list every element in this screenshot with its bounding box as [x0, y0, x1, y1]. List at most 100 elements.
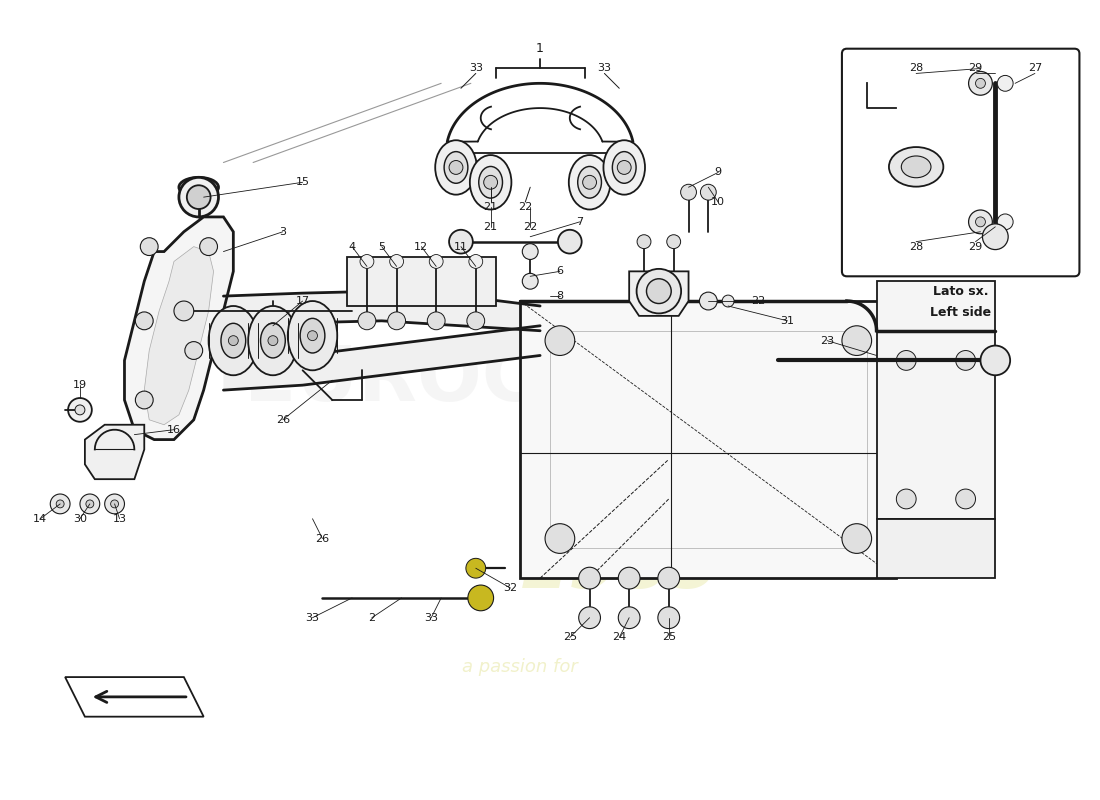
Text: 12: 12	[415, 242, 428, 252]
Text: 25: 25	[662, 633, 675, 642]
Circle shape	[111, 500, 119, 508]
Circle shape	[583, 175, 596, 190]
Circle shape	[187, 186, 210, 209]
Text: 4: 4	[349, 242, 355, 252]
Circle shape	[389, 254, 404, 268]
Circle shape	[135, 391, 153, 409]
Circle shape	[579, 607, 601, 629]
Text: 22: 22	[524, 222, 537, 232]
Bar	[550, 330, 867, 549]
Text: 21: 21	[484, 222, 497, 232]
Circle shape	[980, 346, 1010, 375]
Circle shape	[618, 607, 640, 629]
Circle shape	[185, 342, 202, 359]
Text: 29: 29	[968, 242, 982, 252]
Ellipse shape	[647, 278, 671, 303]
Circle shape	[681, 184, 696, 200]
Circle shape	[200, 238, 218, 255]
Text: 26: 26	[316, 534, 330, 543]
Text: 22: 22	[518, 202, 532, 212]
Circle shape	[579, 567, 601, 589]
Ellipse shape	[444, 152, 468, 183]
Ellipse shape	[261, 323, 285, 358]
Ellipse shape	[478, 166, 503, 198]
Circle shape	[466, 558, 486, 578]
Text: 1985: 1985	[519, 534, 719, 602]
Circle shape	[701, 184, 716, 200]
Text: Left side: Left side	[931, 306, 991, 319]
Text: 2: 2	[368, 613, 375, 622]
Circle shape	[80, 494, 100, 514]
Text: 15: 15	[296, 178, 309, 187]
Circle shape	[522, 274, 538, 289]
Circle shape	[229, 336, 239, 346]
Circle shape	[546, 524, 574, 554]
Circle shape	[387, 312, 406, 330]
Ellipse shape	[288, 301, 338, 370]
Circle shape	[68, 398, 91, 422]
Circle shape	[308, 330, 318, 341]
Text: 16: 16	[167, 425, 182, 434]
Ellipse shape	[569, 155, 611, 210]
Ellipse shape	[613, 152, 636, 183]
Circle shape	[618, 567, 640, 589]
Text: 14: 14	[33, 514, 47, 524]
Polygon shape	[65, 677, 204, 717]
Text: 30: 30	[73, 514, 87, 524]
Circle shape	[976, 217, 986, 227]
Circle shape	[51, 494, 70, 514]
Ellipse shape	[249, 306, 298, 375]
FancyBboxPatch shape	[842, 49, 1079, 276]
Ellipse shape	[901, 156, 931, 178]
Text: 17: 17	[296, 296, 310, 306]
Text: 29: 29	[968, 63, 982, 74]
Polygon shape	[124, 217, 233, 439]
Polygon shape	[144, 246, 213, 425]
Bar	[877, 518, 996, 578]
Circle shape	[469, 254, 483, 268]
Text: 23: 23	[820, 336, 834, 346]
Circle shape	[956, 350, 976, 370]
Circle shape	[723, 295, 734, 307]
Circle shape	[842, 326, 871, 355]
Text: a passion for: a passion for	[462, 658, 579, 676]
Circle shape	[468, 585, 494, 610]
Text: EUROCOC: EUROCOC	[244, 343, 659, 418]
Text: 13: 13	[112, 514, 126, 524]
Circle shape	[466, 312, 485, 330]
Ellipse shape	[889, 147, 944, 186]
Circle shape	[546, 326, 574, 355]
Circle shape	[982, 224, 1009, 250]
Circle shape	[956, 489, 976, 509]
Text: 1: 1	[536, 42, 544, 55]
Circle shape	[617, 161, 631, 174]
Circle shape	[268, 336, 278, 346]
Circle shape	[658, 567, 680, 589]
Circle shape	[522, 244, 538, 259]
Ellipse shape	[604, 140, 645, 194]
Text: 19: 19	[73, 380, 87, 390]
Ellipse shape	[179, 178, 219, 197]
Bar	[520, 301, 896, 578]
Circle shape	[104, 494, 124, 514]
Circle shape	[998, 214, 1013, 230]
Text: 25: 25	[563, 633, 576, 642]
Circle shape	[637, 234, 651, 249]
Text: 7: 7	[576, 217, 583, 227]
Text: 10: 10	[712, 197, 725, 207]
Circle shape	[86, 500, 94, 508]
Circle shape	[427, 312, 446, 330]
Circle shape	[429, 254, 443, 268]
Circle shape	[976, 78, 986, 88]
Ellipse shape	[300, 318, 324, 353]
Ellipse shape	[637, 269, 681, 314]
Circle shape	[896, 489, 916, 509]
Circle shape	[358, 312, 376, 330]
Circle shape	[135, 312, 153, 330]
Circle shape	[558, 230, 582, 254]
Circle shape	[484, 175, 497, 190]
Text: 32: 32	[504, 583, 517, 593]
Ellipse shape	[436, 140, 476, 194]
Text: 28: 28	[909, 63, 923, 74]
Circle shape	[75, 405, 85, 415]
